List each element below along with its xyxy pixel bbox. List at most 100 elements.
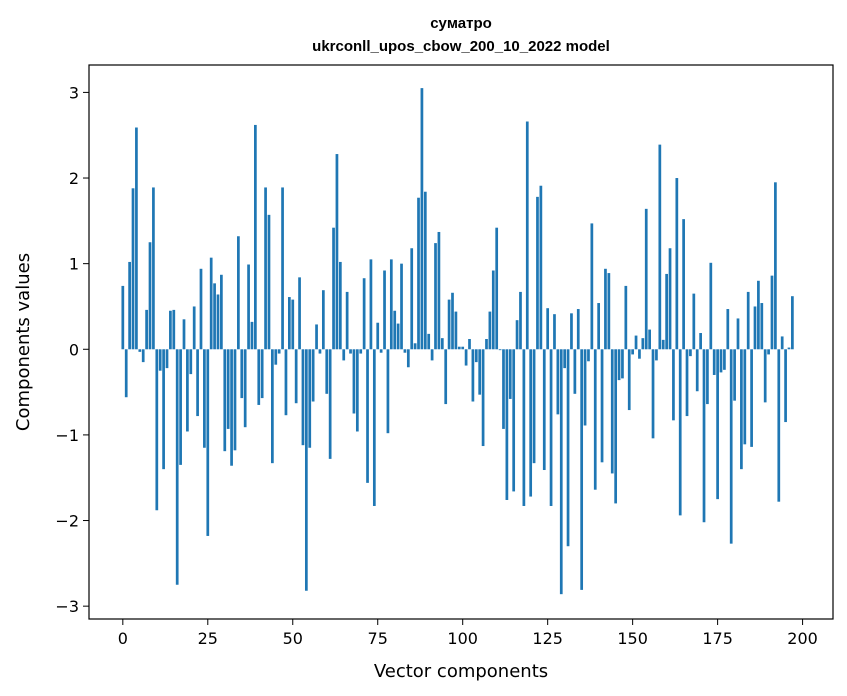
bar <box>695 349 699 392</box>
bar <box>291 299 295 350</box>
bar <box>740 349 743 470</box>
bar <box>702 349 706 523</box>
bar <box>396 323 400 350</box>
bar <box>403 349 407 353</box>
bar <box>226 349 230 429</box>
bar <box>638 349 641 359</box>
bar <box>186 349 189 432</box>
bar <box>614 349 618 504</box>
bar <box>383 270 386 350</box>
bar <box>498 349 502 351</box>
x-tick-label: 125 <box>532 629 563 648</box>
bar <box>682 219 685 350</box>
bar <box>780 336 784 350</box>
bar <box>152 187 155 350</box>
bar <box>672 349 675 421</box>
y-tick-label: 0 <box>69 340 79 359</box>
bar <box>267 214 271 350</box>
bar <box>237 236 240 350</box>
bar <box>213 283 216 350</box>
bar <box>502 349 505 429</box>
bar <box>709 262 713 350</box>
bar <box>685 349 689 417</box>
bar <box>576 309 580 350</box>
bar <box>406 349 410 368</box>
x-tick-label: 150 <box>617 629 648 648</box>
bar <box>199 268 203 350</box>
bar <box>508 349 512 399</box>
bar <box>723 349 726 370</box>
bar <box>675 178 679 350</box>
x-tick-label: 75 <box>368 629 388 648</box>
x-tick-label: 0 <box>118 629 128 648</box>
bar <box>141 349 145 363</box>
bar <box>264 187 267 350</box>
bar <box>559 349 563 595</box>
bar <box>440 338 444 350</box>
bar <box>355 349 359 432</box>
bar <box>529 349 533 497</box>
bar <box>223 349 227 452</box>
bar <box>648 329 651 350</box>
bar <box>359 349 363 354</box>
bar <box>315 324 318 350</box>
bar <box>624 285 628 350</box>
bar <box>488 311 492 350</box>
bar <box>736 318 740 350</box>
bar <box>726 309 730 350</box>
bar <box>250 321 254 350</box>
bar <box>349 349 352 354</box>
bar <box>587 349 590 362</box>
bar <box>553 314 556 350</box>
bar <box>189 349 193 375</box>
bar <box>525 121 529 350</box>
bar <box>621 349 624 379</box>
y-tick-label: 3 <box>69 83 79 102</box>
bar <box>610 349 614 474</box>
bar <box>600 349 604 463</box>
bar <box>495 227 499 350</box>
bar <box>512 349 516 492</box>
bar <box>522 349 526 506</box>
bar <box>478 349 482 395</box>
bar <box>641 338 645 350</box>
bar <box>434 243 437 350</box>
bar <box>230 349 233 466</box>
bar <box>182 319 186 350</box>
bar <box>342 349 346 361</box>
bar <box>631 349 634 355</box>
bar <box>454 311 458 350</box>
bar <box>563 349 567 369</box>
bar <box>301 349 305 446</box>
bar <box>570 313 573 350</box>
bar <box>536 196 539 350</box>
bar <box>247 264 250 350</box>
bar <box>668 248 672 350</box>
bar <box>444 349 448 405</box>
bar <box>763 349 767 403</box>
x-tick-label: 175 <box>702 629 733 648</box>
bar <box>471 349 475 402</box>
bar <box>451 292 454 350</box>
bar <box>206 349 210 536</box>
bar <box>485 339 488 350</box>
bar <box>172 309 176 350</box>
bar <box>542 349 546 471</box>
bar <box>362 278 366 350</box>
bar <box>165 349 169 369</box>
bar <box>420 88 424 350</box>
bar <box>719 349 723 373</box>
bar <box>604 268 607 350</box>
bar <box>597 303 601 350</box>
bar <box>556 349 560 415</box>
bar <box>158 349 162 371</box>
bar <box>743 349 747 445</box>
bar <box>298 277 301 350</box>
bar <box>634 335 638 350</box>
bar <box>447 299 451 350</box>
bar <box>335 154 339 350</box>
bar <box>277 349 281 354</box>
bar <box>216 294 220 350</box>
bar <box>332 227 335 350</box>
bar <box>729 349 733 544</box>
